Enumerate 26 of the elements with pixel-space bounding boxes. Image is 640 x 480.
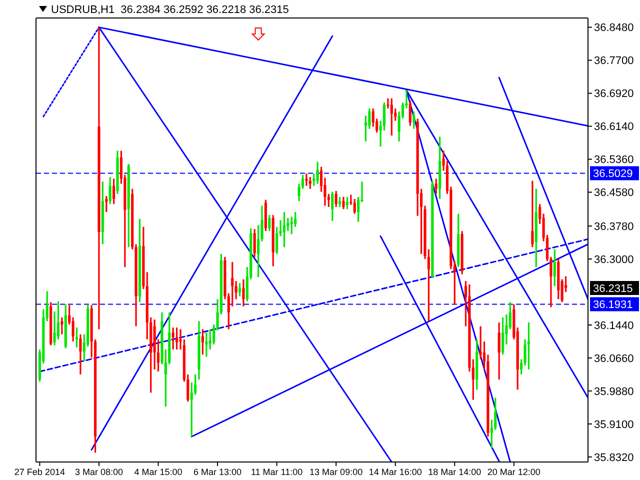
x-tick-label: 20 Mar 12:00: [487, 467, 540, 477]
y-tick-label: 35.9880: [594, 386, 634, 398]
x-tick-label: 18 Mar 14:00: [428, 467, 482, 477]
ref-line-label: 36.1931: [593, 299, 633, 312]
text: 36.2315: [593, 282, 633, 295]
y-tick-label: 36.4580: [594, 187, 634, 200]
y-tick-label: 36.1440: [594, 320, 634, 332]
x-tick-label: 13 Mar 09:00: [310, 467, 363, 477]
x-tick-label: 11 Mar 11:00: [250, 467, 303, 477]
y-tick-label: 35.8320: [594, 452, 634, 464]
y-tick-label: 36.3000: [594, 254, 634, 266]
ref-line-label: 36.5029: [593, 168, 633, 180]
y-tick-label: 36.6140: [594, 121, 634, 134]
y-tick-label: 36.7700: [594, 55, 634, 68]
y-tick-label: 36.6920: [594, 88, 634, 100]
x-tick-label: 3 Mar 08:00: [74, 467, 123, 477]
x-tick-label: 6 Mar 13:00: [194, 467, 242, 477]
y-tick-label: 36.8480: [594, 22, 634, 34]
y-tick-label: 35.9100: [594, 418, 634, 431]
x-tick-label: 4 Mar 15:00: [134, 467, 182, 477]
y-tick-label: 36.0660: [594, 352, 634, 365]
x-tick-label: 14 Mar 16:00: [368, 467, 422, 477]
x-tick-label: 27 Feb 2014: [14, 467, 65, 477]
y-tick-label: 36.3780: [594, 220, 634, 233]
y-tick-label: 36.5360: [594, 154, 634, 166]
chart-title: USDRUB,H1 36.2384 36.2592 36.2218 36.2315: [51, 4, 289, 16]
